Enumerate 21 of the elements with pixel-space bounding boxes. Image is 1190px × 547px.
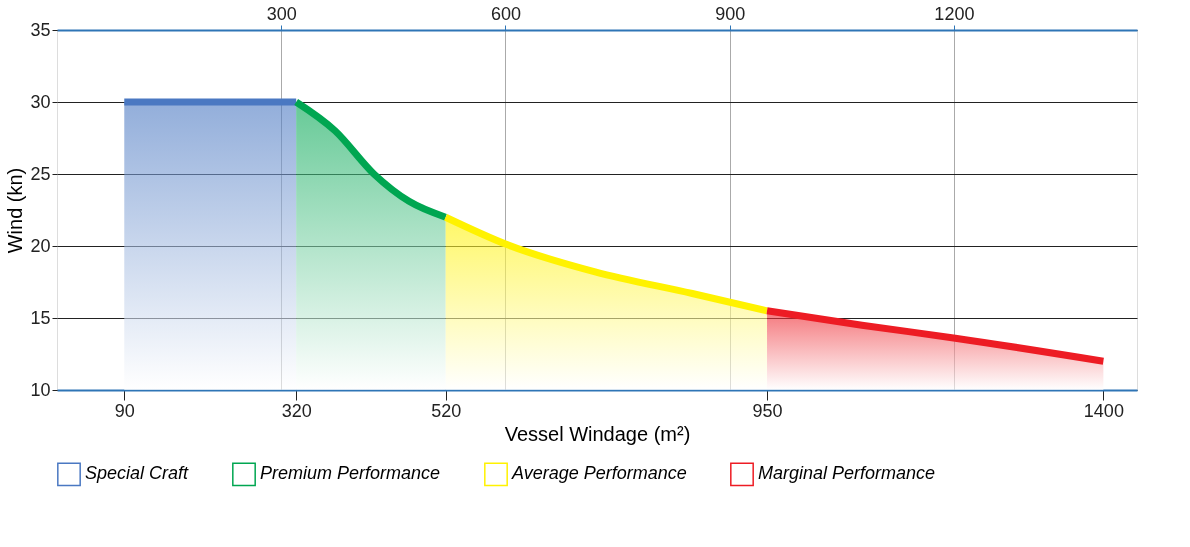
y-axis-title: Wind (kn): [4, 167, 27, 254]
y-tick-label: 30: [30, 91, 51, 112]
legend-label: Premium Performance: [260, 463, 441, 484]
y-tick-label: 20: [30, 235, 51, 256]
legend-label: Special Craft: [85, 463, 190, 484]
x2-tick-label: 1200: [934, 3, 975, 24]
y-tick-label: 10: [30, 379, 51, 400]
legend-label: Average Performance: [511, 463, 687, 484]
x-tick-label: 1400: [1083, 400, 1124, 421]
x-tick-label: 320: [281, 400, 312, 421]
y-tick-label: 35: [30, 19, 51, 40]
x2-tick-label: 300: [266, 3, 297, 24]
x-tick-label: 90: [114, 400, 135, 421]
x2-tick-label: 900: [715, 3, 746, 24]
x-tick-label: 520: [431, 400, 462, 421]
x2-tick-label: 600: [490, 3, 521, 24]
x-axis-title: Vessel Windage (m²): [504, 422, 691, 445]
legend-label: Marginal Performance: [758, 463, 936, 484]
x-tick-label: 950: [752, 400, 783, 421]
y-tick-label: 25: [30, 163, 51, 184]
y-tick-label: 15: [30, 307, 51, 328]
